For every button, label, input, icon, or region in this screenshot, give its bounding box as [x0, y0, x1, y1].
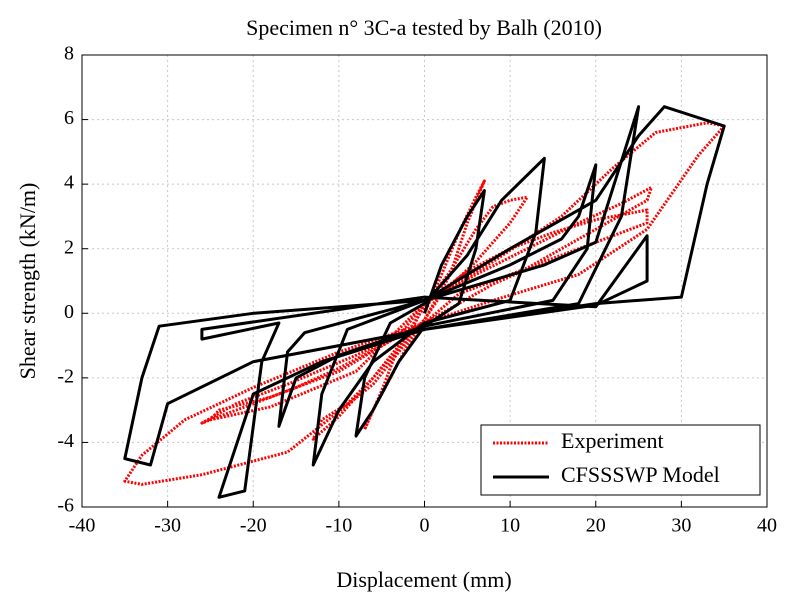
y-tick-label: -6 — [57, 495, 74, 517]
plot-frame — [81, 54, 768, 508]
legend-box — [480, 424, 761, 496]
legend: Experiment CFSSSWP Model — [480, 424, 761, 496]
y-tick-label: -2 — [57, 365, 74, 387]
x-tick-label: -30 — [154, 515, 181, 537]
x-tick-label: 20 — [586, 515, 606, 537]
y-tick-label: 0 — [64, 301, 74, 323]
y-tick-label: 6 — [64, 107, 74, 129]
x-tick-label: 40 — [757, 515, 777, 537]
x-tick-label: 0 — [420, 515, 430, 537]
x-tick-label: 10 — [500, 515, 520, 537]
legend-label: Experiment — [561, 428, 664, 453]
series-line — [123, 105, 726, 499]
x-tick-label: -40 — [69, 515, 96, 537]
y-axis-label: Shear strength (kN/m) — [15, 183, 40, 380]
legend-label: CFSSSWP Model — [561, 462, 720, 487]
y-tick-label: 8 — [64, 43, 74, 65]
x-axis-label: Displacement (mm) — [336, 567, 511, 592]
x-tick-label: 30 — [671, 515, 691, 537]
x-tick-label: -10 — [326, 515, 353, 537]
x-tick-label: -20 — [240, 515, 267, 537]
y-tick-label: -4 — [57, 430, 74, 452]
y-tick-label: 4 — [64, 172, 74, 194]
y-tick-label: 2 — [64, 236, 74, 258]
chart-title: Specimen n° 3C-a tested by Balh (2010) — [246, 15, 602, 40]
